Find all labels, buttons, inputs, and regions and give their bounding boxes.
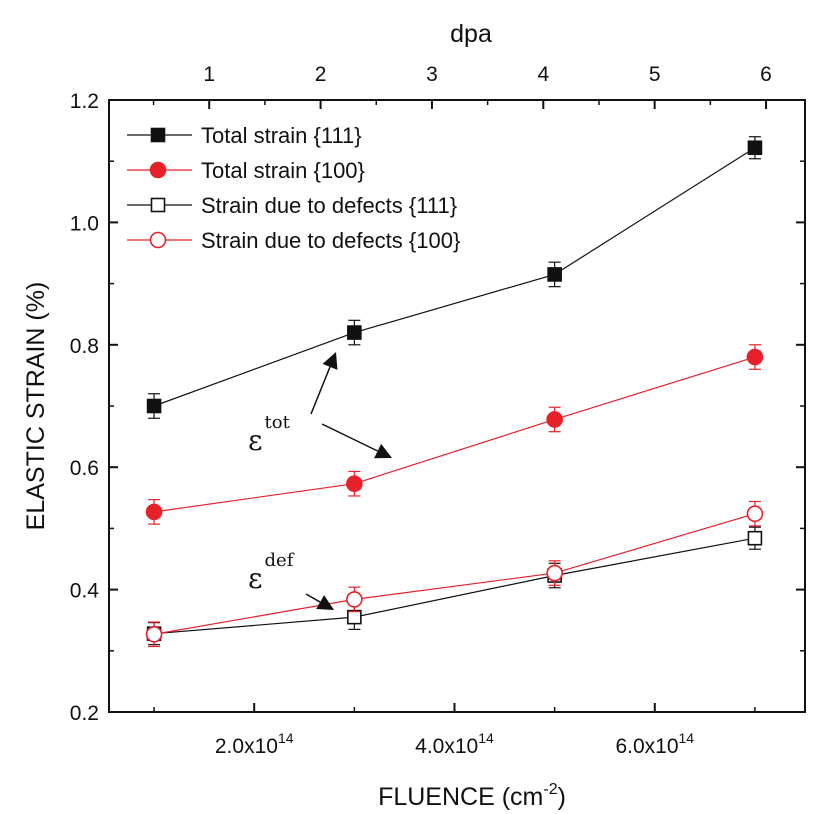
arrow-tot-up	[310, 352, 338, 415]
data-point	[346, 475, 363, 493]
arrow-tot-right-shaft	[321, 423, 378, 452]
top-tick-label: 5	[649, 63, 661, 86]
top-tick-label: 2	[315, 63, 327, 86]
axes: 0.20.40.60.81.01.22.0x1014 4.0x1014 6.0x10…	[22, 20, 806, 811]
series-2	[145, 344, 764, 525]
data-point	[145, 503, 163, 521]
arrow-def	[305, 593, 334, 610]
top-tick-label: 4	[537, 63, 549, 86]
data-point	[347, 325, 362, 340]
data-point	[747, 530, 763, 546]
data-point	[146, 398, 162, 414]
legend-marker	[150, 197, 166, 213]
arrow-tot-up-head	[322, 352, 338, 370]
series-line	[154, 537, 756, 635]
data-point	[746, 348, 764, 366]
legend: Total strain {111} Total strain {100} Stra…	[127, 123, 460, 253]
data-point	[347, 609, 362, 625]
annotation-eps-tot-base: ε	[248, 424, 263, 457]
x-tick-mantissa: 2.0x10	[215, 735, 278, 758]
arrow-tot-up-shaft	[310, 366, 331, 415]
legend-marker	[149, 231, 167, 249]
series-line	[153, 513, 756, 635]
annotation-eps-def: εdef	[248, 550, 295, 595]
arrow-def-head	[316, 595, 334, 610]
y-tick-label: 1.2	[70, 90, 99, 113]
x-tick-label: 4.0x1014	[415, 730, 494, 758]
series-line	[153, 356, 756, 513]
x-axis-title-text: FLUENCE (cm	[378, 783, 543, 811]
x-axis-title: FLUENCE (cm-2)	[378, 781, 566, 811]
series-4	[145, 500, 764, 648]
arrow-tot-right-head	[374, 443, 392, 459]
x-tick-exp: 14	[679, 730, 695, 746]
x-tick-exp: 14	[478, 730, 494, 746]
x-tick-mantissa: 4.0x10	[415, 735, 478, 758]
y-tick-label: 0.4	[70, 580, 100, 603]
legend-label: Total strain {111}	[201, 123, 362, 148]
data-point	[746, 505, 764, 523]
annotation-eps-tot-sup: tot	[265, 412, 291, 433]
annotation-eps-tot: εtot	[248, 412, 291, 457]
y-axis-title: ELASTIC STRAIN (%)	[22, 282, 50, 531]
data-point	[145, 625, 163, 643]
data-point	[546, 564, 563, 582]
series-1	[146, 136, 763, 419]
arrow-tot-right	[321, 423, 392, 459]
legend-marker	[150, 127, 166, 143]
top-tick-label: 3	[426, 63, 438, 86]
legend-label: Strain due to defects {111}	[201, 193, 457, 218]
series-line	[153, 147, 756, 407]
top-axis-title: dpa	[450, 20, 492, 48]
x-axis-title-sup: -2	[543, 781, 557, 798]
x-tick-label: 2.0x1014	[215, 730, 294, 758]
y-tick-label: 1.0	[70, 212, 99, 235]
x-tick-exp: 14	[278, 730, 294, 746]
x-tick-mantissa: 6.0x10	[615, 735, 678, 758]
data-point	[747, 140, 763, 156]
x-axis-title-close: )	[558, 783, 566, 811]
data-point	[346, 591, 363, 608]
top-tick-label: 1	[203, 63, 215, 86]
top-tick-label: 6	[760, 63, 772, 86]
legend-label: Strain due to defects {100}	[201, 228, 460, 253]
x-tick-label: 6.0x1014	[615, 730, 694, 758]
annotation-eps-def-base: ε	[248, 562, 263, 595]
data-point	[546, 411, 563, 428]
y-tick-label: 0.6	[70, 457, 99, 480]
y-tick-label: 0.8	[70, 335, 99, 358]
data-point	[547, 267, 562, 282]
arrow-def-shaft	[305, 593, 321, 603]
legend-marker	[149, 161, 167, 179]
y-tick-label: 0.2	[70, 702, 99, 725]
legend-label: Total strain {100}	[201, 158, 365, 183]
series-layer	[145, 136, 764, 648]
annotation-eps-def-sup: def	[265, 550, 295, 571]
